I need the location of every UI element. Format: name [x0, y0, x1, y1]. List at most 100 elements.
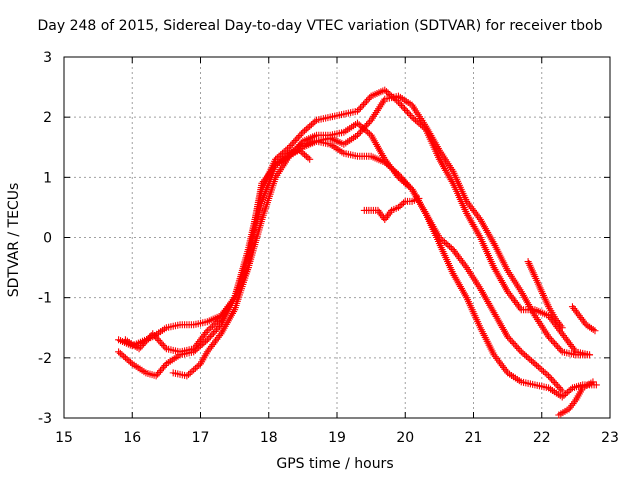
data-point — [386, 91, 394, 99]
data-point — [396, 202, 404, 210]
data-point — [533, 361, 541, 369]
data-point — [296, 132, 304, 140]
data-point — [555, 344, 563, 352]
data-point — [413, 118, 421, 126]
data-point — [161, 362, 169, 370]
series-track-8 — [568, 303, 599, 335]
data-point — [522, 352, 530, 360]
y-tick-label: -3 — [38, 411, 52, 427]
data-point — [143, 336, 151, 344]
data-point — [284, 145, 292, 153]
data-point — [558, 324, 566, 332]
data-point — [398, 176, 406, 184]
data-point — [514, 344, 522, 352]
chart-title: Day 248 of 2015, Sidereal Day-to-day VTE… — [37, 18, 603, 34]
data-point — [539, 367, 547, 375]
series-track-5 — [360, 194, 423, 223]
data-point — [404, 108, 412, 116]
data-point — [360, 125, 368, 133]
data-point — [538, 366, 546, 374]
data-point — [155, 368, 163, 376]
axes-frame — [63, 56, 611, 419]
data-point — [396, 100, 404, 108]
series-track-3 — [121, 86, 594, 359]
data-point — [562, 390, 570, 398]
data-point — [364, 120, 372, 128]
data-point — [307, 121, 315, 129]
data-point — [188, 367, 196, 375]
y-tick-label: -1 — [38, 291, 52, 307]
data-point — [508, 338, 516, 346]
data-point — [120, 352, 128, 360]
y-tick-label: 2 — [43, 110, 52, 126]
data-point — [584, 322, 592, 330]
data-point — [205, 325, 213, 333]
data-point — [115, 348, 123, 356]
data-point — [152, 333, 160, 341]
data-point — [287, 142, 295, 150]
data-point — [546, 374, 554, 382]
x-tick-label: 22 — [533, 430, 551, 446]
data-point — [309, 119, 317, 127]
data-point — [439, 237, 447, 245]
series-track-2 — [115, 119, 566, 395]
data-point — [446, 243, 454, 251]
data-point — [159, 341, 167, 349]
data-point — [591, 327, 599, 335]
data-point — [123, 355, 131, 363]
data-point — [504, 333, 512, 341]
data-point — [394, 98, 402, 106]
data-point — [411, 116, 419, 124]
data-point — [116, 349, 124, 357]
data-point — [393, 97, 401, 105]
data-point — [202, 337, 210, 345]
data-point — [127, 358, 135, 366]
data-point — [353, 131, 361, 139]
data-point — [299, 149, 307, 157]
data-point — [589, 326, 597, 334]
data-point — [415, 194, 423, 202]
data-point — [364, 95, 372, 103]
data-point — [534, 363, 542, 371]
data-point — [297, 148, 305, 156]
data-point — [212, 326, 220, 334]
data-point — [560, 391, 568, 399]
data-point — [402, 106, 410, 114]
data-point — [364, 128, 372, 136]
data-point — [407, 111, 415, 119]
data-point — [353, 119, 361, 127]
data-point — [582, 321, 590, 329]
data-point — [140, 340, 148, 348]
data-point — [505, 334, 513, 342]
data-point — [210, 321, 218, 329]
data-point — [435, 234, 443, 241]
data-point — [278, 149, 286, 157]
data-point — [203, 327, 211, 335]
data-point — [153, 335, 161, 343]
data-point — [280, 148, 288, 156]
data-point — [158, 365, 166, 373]
data-point — [543, 370, 551, 378]
x-tick-label: 17 — [192, 430, 210, 446]
data-point — [552, 380, 560, 388]
data-point — [586, 323, 594, 331]
data-point — [531, 360, 539, 368]
data-point — [558, 387, 566, 395]
data-point — [306, 155, 314, 163]
data-point — [363, 121, 371, 129]
data-point — [399, 103, 407, 111]
data-point — [510, 339, 518, 347]
data-point — [444, 241, 452, 249]
data-point — [394, 203, 402, 211]
x-tick-label: 19 — [328, 430, 346, 446]
data-point — [403, 181, 411, 189]
data-point — [215, 316, 223, 324]
data-point — [357, 104, 365, 112]
data-point — [211, 327, 219, 335]
data-point — [545, 372, 553, 380]
data-point — [205, 334, 213, 342]
data-point — [141, 338, 149, 346]
y-tick-label: 3 — [43, 50, 52, 66]
data-point — [440, 238, 448, 246]
data-point — [516, 346, 524, 354]
